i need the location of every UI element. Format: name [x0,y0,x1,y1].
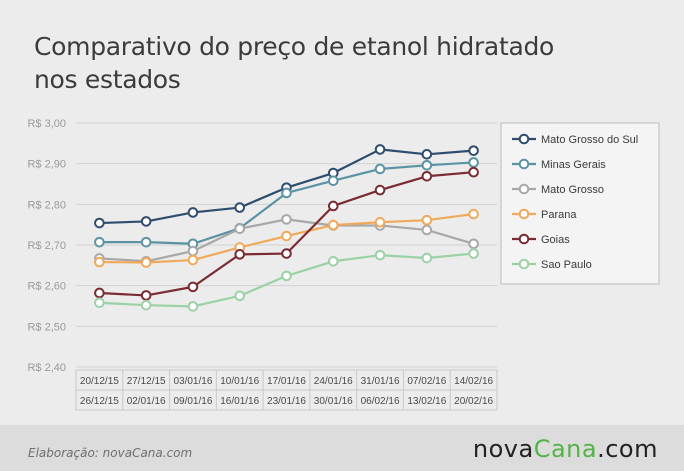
data-point [281,214,292,225]
novacana-logo: novaCana.com [473,435,658,463]
data-point [140,290,152,301]
x-tick-label: 17/01/16 [267,376,306,387]
data-point [234,249,246,260]
data-point [468,166,479,178]
x-tick-label: 27/12/15 [127,376,166,387]
data-point [140,299,152,311]
data-point [140,257,152,268]
data-point [187,281,199,293]
data-point [327,219,339,231]
data-point [421,170,433,182]
legend-swatch-marker [518,183,530,195]
y-tick-label: R$ 2,60 [27,281,66,293]
data-point [94,287,105,299]
data-point [187,301,199,312]
data-point [374,249,386,261]
data-point [327,255,339,267]
y-tick-label: R$ 2,90 [27,159,66,171]
data-point [94,236,105,248]
credit-text: Elaboração: novaCana.com [28,446,193,460]
footer-bar: Elaboração: novaCana.com novaCana.com [0,425,684,471]
data-point [94,217,105,229]
legend-swatch-marker [518,158,530,170]
x-tick-label: 30/01/16 [314,396,353,407]
x-tick-label: 14/02/16 [454,376,493,387]
y-tick-label: R$ 2,50 [27,321,66,333]
legend-box [500,122,660,285]
legend-swatch-marker [518,258,530,270]
x-tick-label: 07/02/16 [407,376,446,387]
data-point [94,256,105,268]
chart-title: Comparativo do preço de etanol hidratado… [34,30,654,96]
x-tick-label: 24/01/16 [314,376,353,387]
data-point [281,187,292,199]
data-point [187,245,199,257]
x-tick-label: 06/02/16 [361,396,400,407]
x-tick-label: 26/12/15 [80,396,119,407]
legend-label: Parana [541,209,577,221]
data-point [187,207,199,218]
legend-label: Sao Paulo [541,259,592,271]
y-tick-label: R$ 2,70 [27,240,66,252]
data-point [234,202,246,213]
data-point [468,208,479,220]
data-point [421,224,433,236]
x-tick-label: 10/01/16 [220,376,259,387]
data-point [468,238,479,250]
data-point [421,214,433,226]
data-point [421,252,433,264]
data-point [468,157,479,168]
data-point [468,248,479,259]
legend-label: Goias [541,234,570,246]
data-point [187,254,199,266]
legend-swatch-marker [518,133,530,145]
data-point [421,149,433,160]
y-tick-label: R$ 3,00 [27,118,66,130]
y-tick-label: R$ 2,80 [27,199,66,211]
legend-label: Mato Grosso [541,184,604,196]
legend-swatch-marker [518,208,530,220]
chart-title-line-2: nos estados [34,65,181,94]
data-point [374,184,386,196]
x-tick-label: 13/02/16 [407,396,446,407]
data-point [281,230,292,242]
data-point [374,163,386,175]
data-point [374,216,386,228]
x-tick-label: 20/12/15 [80,376,119,387]
x-tick-label: 03/01/16 [173,376,212,387]
data-point [234,290,246,302]
data-point [374,144,386,155]
x-tick-label: 20/02/16 [454,396,493,407]
line-chart: R$ 3,00 R$ 2,90 R$ 2,80 R$ 2,70 R$ 2,60 R$ 2,… [27,118,660,411]
data-point [281,270,292,282]
logo-part-com: .com [597,435,658,463]
legend-swatch-marker [518,233,530,245]
legend-label: Mato Grosso do Sul [541,134,638,146]
data-point [234,223,246,235]
logo-part-cana: Cana [533,435,598,463]
data-point [94,297,105,309]
data-point [468,145,479,156]
data-point [140,236,152,248]
x-tick-label: 09/01/16 [173,396,212,407]
logo-part-nova: nova [472,435,534,463]
x-tick-label: 16/01/16 [220,396,259,407]
chart-title-line-1: Comparativo do preço de etanol hidratado [34,32,555,61]
x-tick-label: 02/01/16 [127,396,166,407]
legend-label: Minas Gerais [541,159,606,171]
x-tick-label: 23/01/16 [267,396,306,407]
x-tick-label: 31/01/16 [361,376,400,387]
data-point [421,159,433,171]
data-point [140,216,152,227]
data-point [281,248,292,259]
data-point [327,175,339,187]
data-point [327,200,339,212]
y-tick-label: R$ 2,40 [27,362,66,374]
